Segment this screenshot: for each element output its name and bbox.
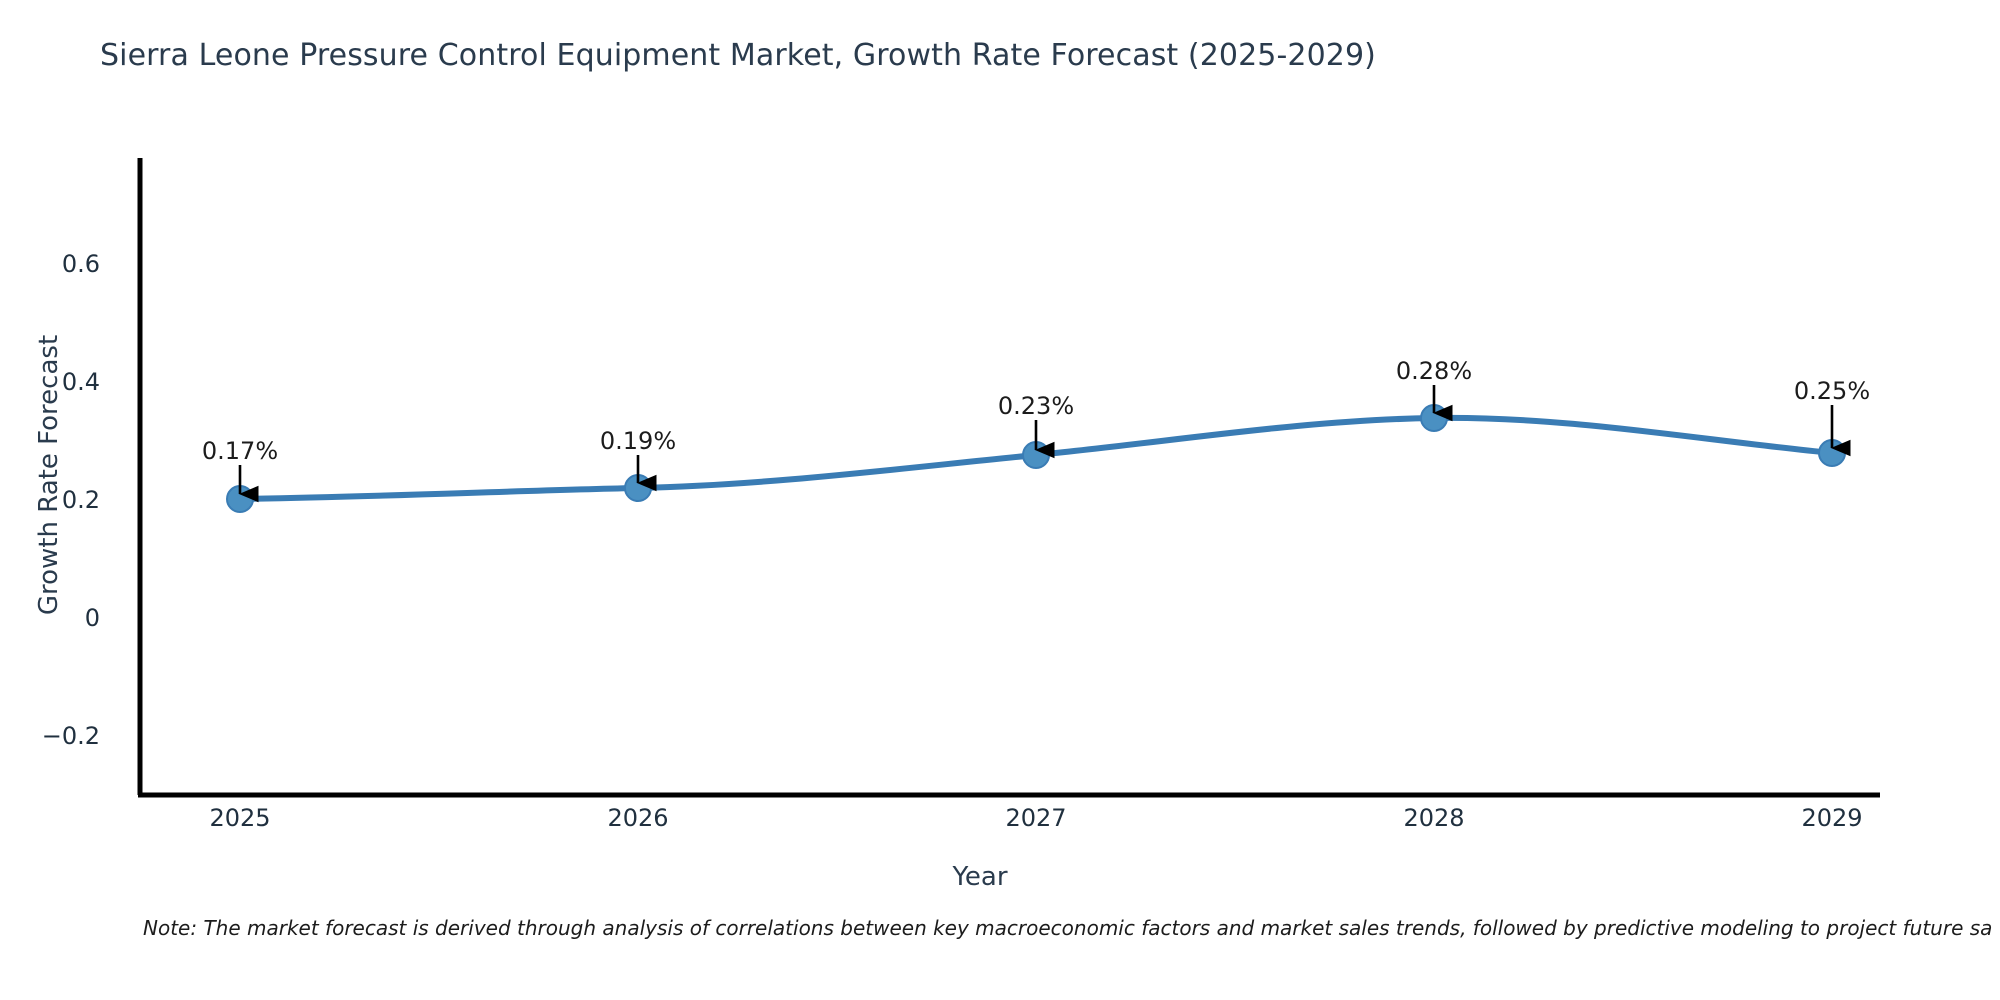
x-axis-title: Year xyxy=(952,862,1008,892)
data-label-2027: 0.23% xyxy=(997,392,1075,420)
x-tick-label-2029: 2029 xyxy=(1801,804,1863,832)
y-tick-label-0: 0.6 xyxy=(61,250,100,278)
chart-footnote: Note: The market forecast is derived thr… xyxy=(143,916,1993,940)
y-tick-label-2: 0.2 xyxy=(61,486,100,514)
x-tick-label-2028: 2028 xyxy=(1403,804,1465,832)
chart-title: Sierra Leone Pressure Control Equipment … xyxy=(100,38,1376,73)
y-tick-label-1: 0.4 xyxy=(61,368,100,396)
x-tick-label-2026: 2026 xyxy=(607,804,669,832)
y-tick-label-4: −0.2 xyxy=(41,722,100,750)
x-tick-label-2027: 2027 xyxy=(1005,804,1067,832)
data-label-2026: 0.19% xyxy=(599,427,677,455)
data-label-2025: 0.17% xyxy=(201,437,279,465)
data-label-2028: 0.28% xyxy=(1395,357,1473,385)
y-tick-label-3: 0 xyxy=(84,604,100,632)
data-label-2029: 0.25% xyxy=(1793,377,1871,405)
x-tick-label-2025: 2025 xyxy=(209,804,271,832)
